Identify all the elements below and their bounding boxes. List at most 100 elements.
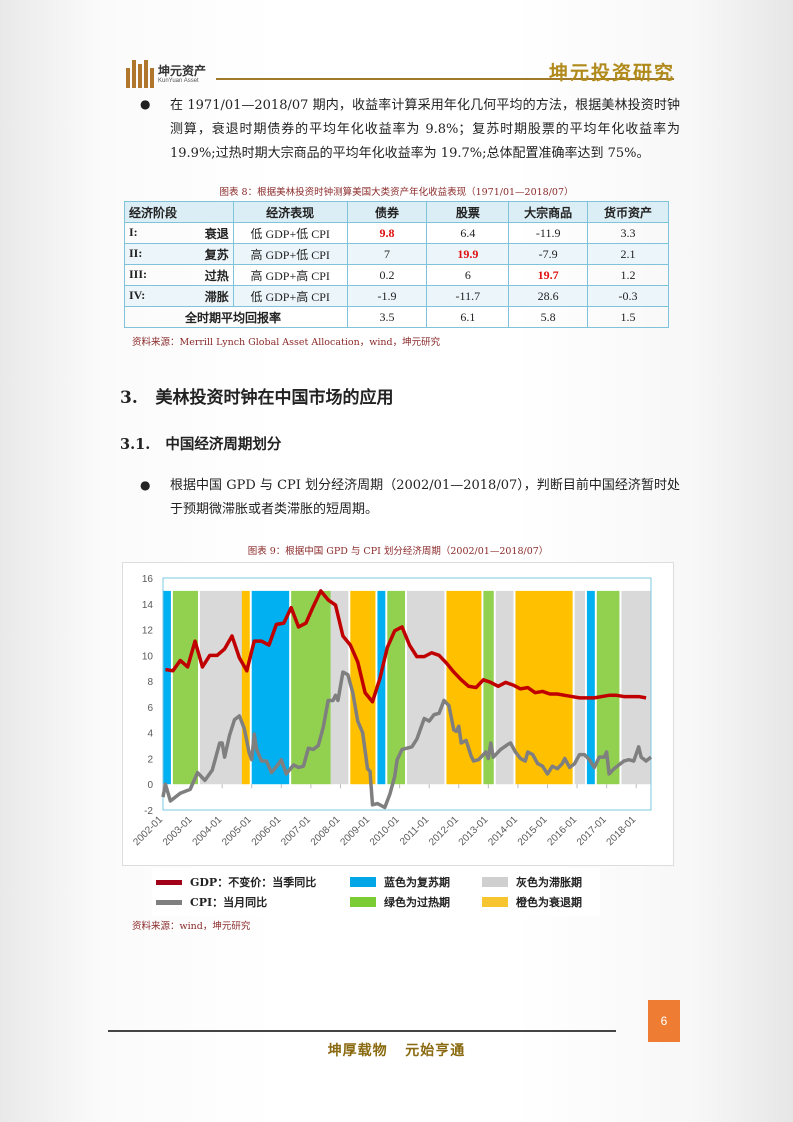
- header-cash: 货币资产: [587, 201, 669, 223]
- total-value-cell: 6.1: [426, 306, 510, 328]
- chart-legend: GDP：不变价：当季同比 CPI：当月同比 蓝色为复苏期 绿色为过热期 灰色为滞…: [152, 868, 600, 916]
- band-overheat: [483, 590, 494, 785]
- band-recovery: [586, 590, 595, 785]
- brand-title: 坤元投资研究: [548, 62, 675, 84]
- company-logo: 坤元资产 KunYuan Asset: [126, 60, 206, 88]
- stage-cell: I: 衰退: [124, 222, 234, 244]
- legend-overheat: 绿色为过热期: [350, 894, 450, 910]
- total-value-cell: 5.8: [508, 306, 589, 328]
- stage-name: 复苏: [204, 247, 229, 262]
- table-source: 资料来源：Merrill Lynch Global Asset Allocati…: [132, 337, 441, 348]
- table-row: III: 过热 高 GDP+高 CPI 0.2 6 19.7 1.2: [124, 264, 669, 286]
- legend-cpi: CPI：当月同比: [156, 894, 267, 910]
- header-stocks: 股票: [426, 201, 510, 223]
- x-tick-label: 2011-01: [398, 814, 432, 848]
- x-tick-label: 2013-01: [457, 814, 491, 848]
- header-performance: 经济表现: [232, 201, 348, 223]
- x-tick-label: 2015-01: [516, 814, 550, 848]
- stage-number: III:: [129, 266, 148, 281]
- y-tick-label: 14: [142, 600, 154, 611]
- table-caption: 图表 8：根据美林投资时钟测算美国大类资产年化收益表现（1971/01—2018…: [219, 187, 574, 198]
- stage-cell: III: 过热: [124, 264, 234, 286]
- table-total-row: 全时期平均回报率 3.5 6.1 5.8 1.5: [124, 306, 669, 328]
- stage-name: 过热: [204, 268, 229, 283]
- legend-cpi-label: CPI：当月同比: [190, 896, 268, 909]
- y-tick-label: -2: [144, 806, 153, 817]
- cpi-line: [161, 670, 653, 810]
- y-tick-label: 0: [147, 780, 153, 791]
- plot-area-border: [162, 577, 652, 811]
- stage-number: IV:: [129, 287, 146, 302]
- stage-name: 衰退: [204, 226, 229, 241]
- header-rule: [216, 78, 674, 80]
- value-cell: -1.9: [346, 285, 428, 307]
- bullet-icon: ●: [140, 478, 151, 492]
- chart-caption: 图表 9：根据中国 GPD 与 CPI 划分经济周期（2002/01—2018/…: [247, 546, 549, 557]
- performance-cell: 低 GDP+高 CPI: [232, 285, 348, 307]
- stage-cell: II: 复苏: [124, 243, 234, 265]
- legend-overheat-swatch: [350, 897, 376, 907]
- legend-recession: 橙色为衰退期: [482, 894, 582, 910]
- table-row: II: 复苏 高 GDP+低 CPI 7 19.9 -7.9 2.1: [124, 243, 669, 265]
- x-tick-label: 2003-01: [161, 814, 195, 848]
- legend-gdp-swatch: [156, 879, 182, 885]
- legend-recovery-swatch: [350, 877, 376, 887]
- total-value-cell: 3.5: [346, 306, 428, 328]
- cycle-chart-svg: -2 0 2 4 6 8 10 12 14 16 2002-012003-012004-012005…: [131, 574, 653, 848]
- band-overheat: [596, 590, 620, 785]
- value-cell: 19.7: [508, 264, 589, 286]
- logo-name-en: KunYuan Asset: [158, 77, 199, 84]
- x-tick-label: 2005-01: [220, 814, 254, 848]
- stage-number: II:: [129, 245, 143, 260]
- band-overheat: [172, 590, 199, 785]
- y-tick-label: 2: [147, 754, 153, 765]
- chart-source: 资料来源：wind，坤元研究: [132, 921, 251, 932]
- x-tick-label: 2010-01: [368, 814, 402, 848]
- x-tick-label: 2006-01: [250, 814, 284, 848]
- value-cell: -0.3: [587, 285, 669, 307]
- x-tick-label: 2017-01: [575, 814, 609, 848]
- legend-gdp-label: GDP：不变价：当季同比: [190, 876, 317, 889]
- total-value-cell: 1.5: [587, 306, 669, 328]
- value-cell: 0.2: [346, 264, 428, 286]
- value-cell: -11.7: [426, 285, 510, 307]
- y-tick-label: 4: [147, 729, 153, 740]
- legend-cpi-swatch: [156, 899, 182, 905]
- legend-overheat-label: 绿色为过热期: [384, 896, 450, 909]
- value-cell: -11.9: [508, 222, 589, 244]
- band-stagflation: [495, 590, 514, 785]
- value-cell: 6.4: [426, 222, 510, 244]
- legend-recession-label: 橙色为衰退期: [516, 896, 582, 909]
- value-cell: 9.8: [346, 222, 428, 244]
- x-tick-label: 2014-01: [486, 814, 520, 848]
- band-stagflation: [407, 590, 445, 785]
- value-cell: 6: [426, 264, 510, 286]
- x-tick-label: 2009-01: [338, 814, 372, 848]
- value-cell: 1.2: [587, 264, 669, 286]
- legend-recession-swatch: [482, 897, 508, 907]
- band-stagflation: [199, 590, 243, 785]
- gdp-line: [165, 589, 647, 704]
- value-cell: -7.9: [508, 243, 589, 265]
- band-overheat: [387, 590, 406, 785]
- header-commodities: 大宗商品: [508, 201, 589, 223]
- intro-paragraph: 在 1971/01—2018/07 期内，收益率计算采用年化几何平均的方法，根据…: [170, 98, 680, 161]
- legend-recovery: 蓝色为复苏期: [350, 874, 450, 890]
- cycle-paragraph: 根据中国 GPD 与 CPI 划分经济周期（2002/01—2018/07），判…: [170, 478, 680, 517]
- value-cell: 19.9: [426, 243, 510, 265]
- legend-stagflation: 灰色为滞胀期: [482, 874, 582, 890]
- cycle-chart: -2 0 2 4 6 8 10 12 14 16 2002-01 2003-01 2004-01 2005…: [122, 562, 674, 866]
- value-cell: 2.1: [587, 243, 669, 265]
- y-tick-label: 10: [142, 651, 154, 662]
- band-recovery: [163, 590, 171, 785]
- header-stage: 经济阶段: [124, 201, 234, 223]
- y-tick-label: 16: [142, 574, 154, 585]
- section-heading-3: 3. 美林投资时钟在中国市场的应用: [120, 388, 394, 408]
- legend-gdp: GDP：不变价：当季同比: [156, 874, 316, 890]
- stage-cell: IV: 滞胀: [124, 285, 234, 307]
- x-tick-label: 2012-01: [427, 814, 461, 848]
- legend-stagflation-label: 灰色为滞胀期: [516, 876, 582, 889]
- performance-cell: 低 GDP+低 CPI: [232, 222, 348, 244]
- page-number: 6: [648, 1000, 680, 1042]
- x-tick-label: 2002-01: [131, 814, 165, 848]
